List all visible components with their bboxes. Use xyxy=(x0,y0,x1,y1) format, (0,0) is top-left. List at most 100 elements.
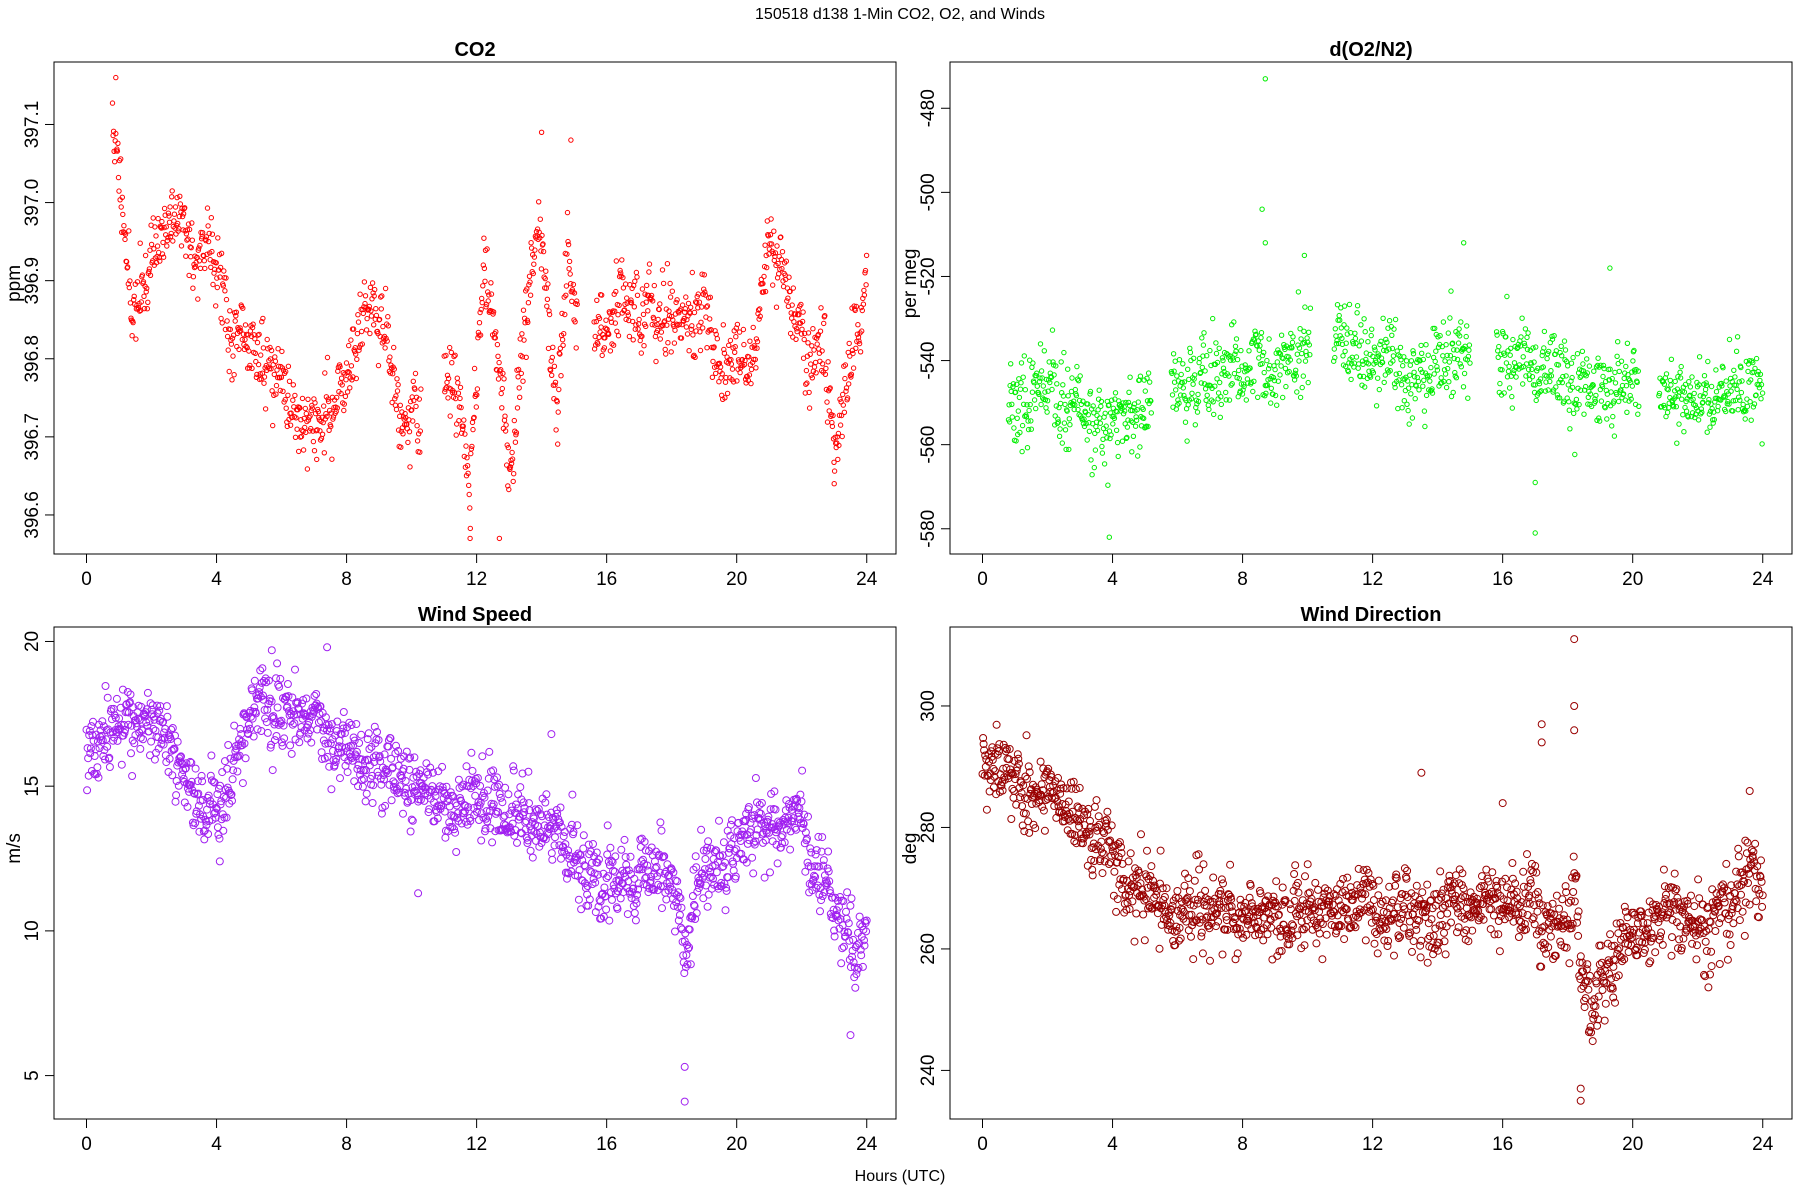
wind-direction-data-point xyxy=(1088,865,1097,874)
wind-speed-data-point xyxy=(290,719,299,728)
wind-speed-data-point xyxy=(633,890,641,899)
d-o2-n2-data-point xyxy=(1210,315,1216,322)
d-o2-n2-data-point xyxy=(1075,406,1081,413)
d-o2-n2-data-point xyxy=(1125,399,1132,406)
d-o2-n2-data-point xyxy=(1698,406,1705,412)
wind-speed-data-point xyxy=(634,885,643,894)
wind-direction-data-point xyxy=(1450,879,1459,888)
wind-speed-data-point xyxy=(255,683,264,692)
wind-speed-data-point xyxy=(361,797,370,806)
wind-speed-data-point xyxy=(86,749,95,758)
d-o2-n2-data-point xyxy=(1343,340,1349,346)
wind-speed-data-point xyxy=(152,748,160,757)
co2-data-point xyxy=(261,380,267,386)
co2-data-point xyxy=(774,243,780,249)
co2-data-point xyxy=(157,258,163,264)
d-o2-n2-data-point xyxy=(1415,378,1422,385)
co2-data-point xyxy=(227,308,233,314)
wind-speed-data-point xyxy=(318,755,327,763)
d-o2-n2-data-point xyxy=(1298,336,1304,342)
d-o2-n2-data-point xyxy=(1583,373,1589,379)
d-o2-n2-data-point xyxy=(1115,453,1121,460)
co2-data-point xyxy=(127,278,133,284)
co2-data-point xyxy=(688,304,694,310)
d-o2-n2-data-point xyxy=(1236,375,1243,382)
d-o2-n2-data-point xyxy=(1252,332,1259,338)
wind-speed-data-point xyxy=(810,871,818,880)
wind-direction-data-point xyxy=(1396,932,1404,941)
co2-data-point xyxy=(224,333,231,340)
d-o2-n2-data-point xyxy=(1563,373,1569,379)
d-o2-n2-data-point xyxy=(1011,425,1017,431)
co2-data-point xyxy=(284,423,290,430)
wind-direction-data-point xyxy=(1254,917,1263,926)
co2-data-point xyxy=(754,338,761,345)
d-o2-n2-data-point xyxy=(1013,438,1019,444)
co2-data-point xyxy=(341,407,347,414)
d-o2-n2-data-point xyxy=(1553,384,1559,390)
wind-direction-y-tick-label: 300 xyxy=(918,690,939,722)
wind-speed-data-point xyxy=(501,783,510,792)
co2-data-point xyxy=(719,371,725,377)
co2-y-tick-label: 397.1 xyxy=(22,101,43,149)
co2-data-point xyxy=(236,328,243,335)
d-o2-n2-data-point xyxy=(1441,378,1447,385)
wind-speed-data-point xyxy=(775,821,784,830)
wind-direction-data-point xyxy=(1263,921,1271,930)
d-o2-n2-data-point xyxy=(1509,393,1515,400)
wind-direction-data-point xyxy=(1162,884,1171,893)
wind-direction-data-point xyxy=(1125,891,1134,900)
co2-data-point xyxy=(770,282,776,288)
d-o2-n2-data-point xyxy=(1342,348,1348,354)
co2-data-point xyxy=(211,270,217,276)
wind-speed-data-point xyxy=(101,682,110,690)
co2-data-point xyxy=(511,471,517,477)
d-o2-n2-data-point xyxy=(1586,363,1593,369)
co2-data-point xyxy=(850,350,856,357)
wind-speed-data-point xyxy=(286,741,295,750)
d-o2-n2-data-point xyxy=(1453,375,1460,381)
wind-speed-data-point xyxy=(216,800,225,809)
wind-direction-data-point xyxy=(1373,949,1382,958)
wind-direction-data-point xyxy=(1340,935,1349,944)
d-o2-n2-outlier-point xyxy=(1532,530,1538,536)
d-o2-n2-data-point xyxy=(1333,341,1340,347)
co2-data-point xyxy=(201,258,208,264)
co2-data-point xyxy=(516,385,522,391)
co2-data-point xyxy=(153,233,159,239)
co2-data-point xyxy=(696,299,703,305)
co2-data-point xyxy=(486,292,492,298)
wind-speed-data-point xyxy=(601,892,610,901)
co2-data-point xyxy=(393,393,399,399)
co2-data-point xyxy=(374,328,381,335)
wind-speed-data-point xyxy=(719,838,728,847)
co2-data-point xyxy=(678,335,685,341)
d-o2-n2-data-point xyxy=(1065,393,1071,399)
d-o2-n2-data-point xyxy=(1137,444,1143,450)
wind-speed-data-point xyxy=(154,744,163,753)
wind-direction-data-point xyxy=(1177,897,1186,906)
wind-speed-data-point xyxy=(745,836,754,845)
d-o2-n2-data-point xyxy=(1375,375,1381,381)
co2-data-point xyxy=(616,302,622,308)
wind-direction-data-point xyxy=(1194,850,1203,859)
co2-data-point xyxy=(504,442,510,448)
d-o2-n2-data-point xyxy=(1429,390,1436,396)
co2-data-point xyxy=(368,308,374,314)
co2-data-point xyxy=(862,267,869,274)
co2-data-point xyxy=(333,408,339,415)
wind-direction-data-point xyxy=(1078,839,1087,848)
co2-data-point xyxy=(599,292,605,298)
wind-direction-data-point xyxy=(1076,830,1085,839)
wind-direction-data-point xyxy=(1439,885,1448,894)
wind-speed-data-point xyxy=(697,825,706,834)
d-o2-n2-data-point xyxy=(1263,390,1269,396)
co2-data-point xyxy=(545,281,551,287)
co2-data-point xyxy=(406,429,413,435)
d-o2-n2-data-point xyxy=(1384,339,1390,345)
co2-data-point xyxy=(544,296,551,302)
wind-direction-data-point xyxy=(1102,815,1111,824)
wind-speed-data-point xyxy=(604,872,613,881)
co2-data-point xyxy=(526,273,533,279)
wind-speed-x-tick-label: 12 xyxy=(466,1134,487,1155)
